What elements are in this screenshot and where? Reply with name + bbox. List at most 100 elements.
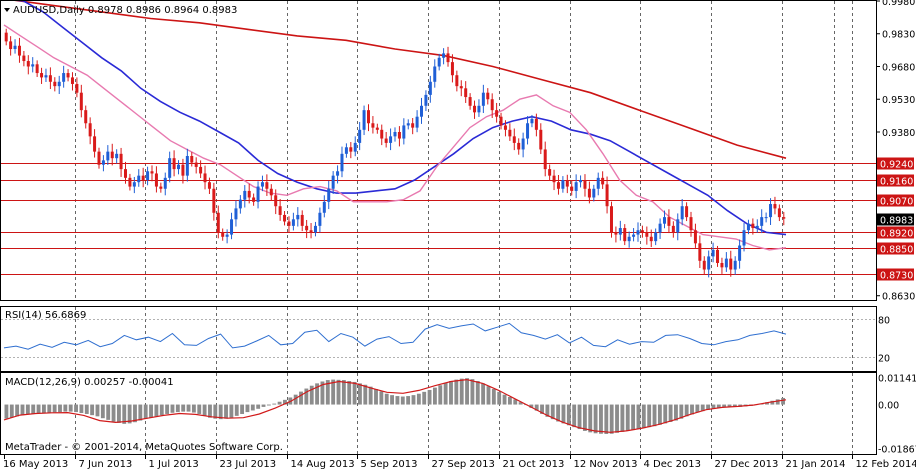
candle-body [265, 182, 269, 189]
macd-histogram-bar [9, 404, 14, 418]
candle-body [154, 173, 158, 187]
dropdown-triangle-icon[interactable] [4, 8, 10, 12]
candle-body [543, 149, 547, 170]
macd-histogram-bar [175, 404, 180, 413]
macd-histogram-bar [250, 404, 255, 411]
candle-body [221, 232, 225, 237]
candle-body [640, 230, 644, 233]
time-tick-label: 7 Jun 2013 [79, 459, 133, 470]
candle-body [556, 182, 560, 189]
candle-body [274, 195, 278, 207]
candle-body [769, 204, 773, 218]
time-tick-label: 21 Jan 2014 [786, 459, 846, 470]
macd-histogram-bar [20, 404, 25, 416]
moving-average-lines [3, 1, 787, 251]
candle-body [552, 175, 556, 183]
macd-histogram-bar [309, 385, 314, 405]
candle-body [340, 153, 344, 172]
candle-body [424, 94, 428, 106]
macd-histogram-bar [765, 402, 769, 405]
candle-body [247, 190, 251, 198]
macd-histogram-bar [422, 391, 427, 405]
macd-histogram-bar [283, 399, 287, 405]
time-tick-label: 23 Jul 2013 [220, 459, 277, 470]
candle-body [260, 182, 264, 187]
candle-body [442, 53, 446, 58]
candle-body [649, 236, 653, 242]
candle-body [13, 45, 17, 50]
macd-histogram-bar [379, 391, 384, 405]
macd-histogram-bar [636, 404, 641, 430]
macd-histogram-bar [674, 404, 678, 421]
rsi-label: RSI(14) 56.6869 [5, 310, 86, 321]
candle-body [26, 61, 30, 67]
price-tick-label: 0.9830 [882, 30, 915, 41]
candle-body [305, 225, 309, 231]
candle-body [402, 125, 406, 139]
candle-body [185, 156, 189, 176]
macd-histogram-bar [202, 404, 207, 416]
candle-body [724, 258, 728, 268]
macd-histogram-bar [325, 380, 330, 405]
candle-body [601, 177, 605, 185]
macd-histogram-bar [690, 404, 694, 415]
candle-body [230, 219, 234, 235]
macd-histogram-bar [572, 404, 577, 428]
macd-histogram-bar [363, 384, 368, 405]
macd-histogram-bar [138, 404, 143, 421]
macd-histogram-bar [443, 382, 448, 405]
candle-body [384, 138, 388, 143]
candle-body [495, 110, 499, 117]
macd-histogram-bar [432, 387, 437, 405]
macd-histogram-bar [336, 379, 341, 405]
candle-body [212, 188, 216, 213]
macd-histogram-bar [358, 383, 362, 405]
candle-body [243, 190, 247, 200]
macd-histogram-bar [529, 404, 534, 408]
macd-histogram-bar [320, 381, 325, 405]
candle-body [44, 75, 48, 78]
macd-histogram-bar [127, 404, 132, 424]
candle-body [654, 232, 658, 242]
macd-histogram-bar [25, 404, 30, 415]
price-candles [4, 28, 786, 278]
macd-histogram-bar [684, 404, 689, 417]
candle-body [446, 53, 450, 63]
macd-histogram-bar [293, 394, 298, 405]
candle-body [579, 180, 583, 183]
candle-body [468, 97, 472, 106]
candle-body [291, 219, 295, 226]
candle-body [313, 225, 317, 233]
macd-histogram-bar [374, 389, 378, 405]
macd-histogram-bar [449, 381, 453, 405]
macd-histogram-bar [390, 395, 394, 405]
candle-body [658, 223, 662, 233]
macd-histogram-bar [266, 404, 271, 406]
candle-body [362, 110, 366, 130]
ma-fast-line [3, 24, 787, 251]
time-tick-label: 1 Jul 2013 [149, 459, 199, 470]
macd-histogram-bar [711, 404, 716, 409]
macd-histogram-bar [486, 386, 491, 405]
candle-body [689, 217, 693, 231]
candle-body [742, 230, 746, 246]
price-tick-label: 0.9980 [882, 0, 915, 8]
candle-body [618, 228, 622, 235]
macd-histogram-bar [641, 404, 646, 429]
candle-body [375, 127, 379, 130]
symbol-header[interactable]: AUDUSD,Daily 0.8978 0.8986 0.8964 0.8983 [4, 5, 237, 16]
macd-histogram-bar [240, 404, 245, 414]
macd-histogram-bar [352, 381, 357, 405]
price-level-tag [877, 194, 914, 207]
candle-body [177, 164, 181, 170]
candle-body [336, 171, 340, 176]
copyright-text: MetaTrader - © 2001-2014, MetaQuotes Sof… [5, 442, 283, 453]
price-level-tag-label: 0.9070 [880, 197, 913, 208]
current-price-tag [877, 213, 914, 226]
candle-body [84, 110, 88, 124]
macd-histogram-bar [518, 402, 523, 405]
macd-histogram-bar [159, 404, 164, 416]
macd-histogram-bar [47, 404, 52, 413]
candle-body [322, 201, 326, 213]
